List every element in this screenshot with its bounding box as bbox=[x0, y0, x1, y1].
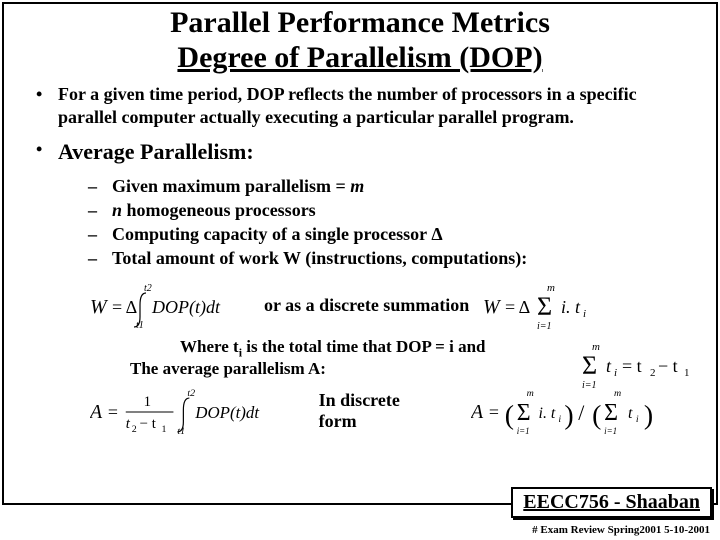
sub-bullet-capacity: Computing capacity of a single processor… bbox=[58, 222, 690, 246]
sub4-text: Total amount of work W (instructions, co… bbox=[112, 248, 527, 268]
svg-text:Σ: Σ bbox=[582, 351, 597, 380]
sub-bullet-n-proc: n homogeneous processors bbox=[58, 198, 690, 222]
bullet-list: For a given time period, DOP reflects th… bbox=[30, 83, 690, 271]
svg-text:2: 2 bbox=[650, 367, 656, 379]
sub-bullet-list: Given maximum parallelism = m n homogene… bbox=[58, 174, 690, 271]
sub1-pre: Given maximum parallelism = bbox=[112, 176, 350, 196]
svg-text:1: 1 bbox=[684, 367, 690, 379]
bullet-dop-def: For a given time period, DOP reflects th… bbox=[30, 83, 690, 128]
bullet-dop-def-text: For a given time period, DOP reflects th… bbox=[58, 84, 637, 127]
sub2-post: homogeneous processors bbox=[122, 200, 316, 220]
footer-box: EECC756 - Shaaban bbox=[511, 487, 712, 518]
footer-line-text: # Exam Review Spring2001 5-10-2001 bbox=[532, 524, 710, 536]
svg-text:i: i bbox=[614, 367, 617, 379]
sub-bullet-max-par: Given maximum parallelism = m bbox=[58, 174, 690, 198]
sub3-text: Computing capacity of a single processor… bbox=[112, 224, 443, 244]
bullet-avg-par-text: Average Parallelism: bbox=[58, 139, 254, 164]
footer-line: # Exam Review Spring2001 5-10-2001 bbox=[532, 524, 710, 536]
sub2-n: n bbox=[112, 200, 122, 220]
svg-text:= t: = t bbox=[622, 356, 642, 376]
footer-box-text: EECC756 - Shaaban bbox=[523, 491, 700, 513]
svg-text:− t: − t bbox=[658, 356, 678, 376]
formula-sum-ti: m Σ i=1 t i = t 2 − t 1 bbox=[582, 340, 702, 390]
sub1-m: m bbox=[350, 176, 364, 196]
sub-bullet-work: Total amount of work W (instructions, co… bbox=[58, 246, 690, 270]
svg-text:t: t bbox=[606, 356, 612, 376]
svg-text:i=1: i=1 bbox=[582, 380, 597, 390]
bullet-avg-par: Average Parallelism: Given maximum paral… bbox=[30, 138, 690, 271]
